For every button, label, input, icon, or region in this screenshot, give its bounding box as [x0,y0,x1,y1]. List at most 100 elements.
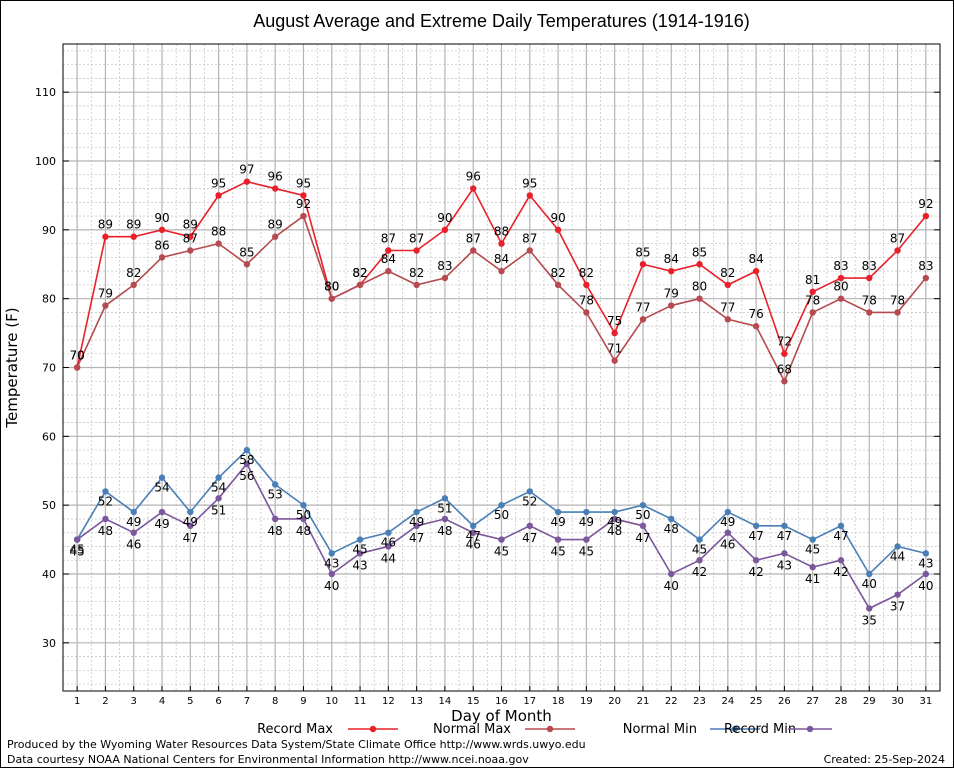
x-tick-label: 20 [608,696,621,707]
data-label: 83 [833,259,848,273]
data-point-normal-max [215,240,222,247]
data-point-normal-min [583,508,590,516]
data-label: 47 [183,531,198,545]
x-tick-label: 12 [382,696,395,707]
data-point-normal-min [243,446,251,454]
data-label: 96 [268,170,283,184]
data-label: 79 [98,287,113,301]
data-point-record-min [922,570,930,578]
data-label: 82 [352,266,367,280]
x-tick-label: 6 [215,696,221,707]
data-label: 51 [211,503,226,517]
data-point-record-min [639,522,647,530]
data-point-normal-max [611,357,618,364]
y-axis: 30 40 50 60 70 80 90 100 110 [35,86,940,650]
data-label: 43 [352,558,367,572]
data-label: 35 [862,613,877,627]
data-point-normal-max [922,274,930,282]
x-tick-label: 24 [721,696,734,707]
data-label: 75 [607,314,622,328]
data-label: 80 [833,280,848,294]
x-tick-label: 21 [637,696,650,707]
data-point-record-max [300,192,307,199]
data-label: 77 [635,300,650,314]
data-label: 97 [239,163,254,177]
data-label: 79 [664,287,679,301]
data-label: 78 [805,293,820,307]
data-labels-record-min: 45 48 46 49 47 51 56 48 48 40 43 44 47 48 46 45 47 45 45 48… [70,469,934,628]
x-tick-label: 29 [863,696,876,707]
data-label: 82 [352,266,367,280]
data-point-normal-min [187,508,194,516]
data-point-record-max [215,192,222,199]
data-label: 89 [183,218,198,232]
data-label: 48 [268,524,283,538]
data-label: 49 [579,515,594,529]
data-label: 50 [494,508,509,522]
series-normal-min [73,446,930,578]
data-point-normal-max [271,233,279,240]
data-point-normal-max [809,309,816,316]
data-label: 70 [70,349,85,363]
data-point-normal-max [639,316,647,323]
data-point-normal-max [526,247,533,254]
y-tick-label: 70 [42,362,56,375]
data-point-record-max [583,281,590,289]
data-point-normal-max [668,302,675,309]
data-label: 87 [890,231,905,245]
data-point-record-min [526,522,533,530]
data-point-record-max [866,274,873,282]
legend-label: Record Min [724,722,796,737]
data-point-record-min [356,550,364,557]
data-label: 56 [239,469,254,483]
data-point-normal-max [696,295,703,302]
data-label: 49 [126,515,141,529]
data-point-record-max [837,274,845,282]
x-tick-label: 26 [778,696,791,707]
data-point-normal-min [102,488,109,495]
data-label: 49 [154,517,169,531]
data-point-record-min [130,529,137,536]
x-tick-label: 3 [131,696,137,707]
data-label: 83 [918,259,933,273]
data-point-normal-min [215,474,222,481]
data-point-record-max [668,267,675,275]
y-tick-label: 80 [42,293,56,306]
x-tick-label: 30 [891,696,904,707]
data-point-normal-min [441,495,449,502]
data-point-normal-max [498,267,505,275]
data-label: 47 [833,529,848,543]
data-point-normal-min [158,474,166,481]
data-label: 47 [777,529,792,543]
x-tick-label: 18 [552,696,565,707]
data-point-normal-min [922,550,930,557]
data-label: 84 [748,252,763,266]
data-point-record-min [498,536,505,543]
data-point-normal-min [385,529,392,536]
data-point-record-min [243,460,251,468]
legend-label: Record Max [257,722,333,737]
x-tick-label: 27 [806,696,819,707]
data-labels-normal-max: 70 79 82 86 87 88 85 89 92 80 82 84 82 83 87 84 87 82 78 71… [70,197,934,376]
data-label: 45 [579,545,594,559]
data-label: 40 [324,579,339,593]
data-label: 78 [579,293,594,307]
data-label: 83 [437,259,452,273]
data-point-record-min [385,543,392,550]
data-label: 40 [918,579,933,593]
data-point-normal-min [809,536,816,543]
data-label: 80 [324,280,339,294]
data-point-normal-max [413,281,420,289]
data-point-record-max [611,329,618,337]
data-label: 46 [126,538,141,552]
y-tick-label: 40 [42,568,56,581]
data-label: 82 [579,266,594,280]
data-point-normal-max [130,281,137,289]
data-point-record-min [611,515,618,523]
legend-swatch-marker [546,725,554,733]
data-label: 90 [550,211,565,225]
data-point-normal-max [583,309,590,316]
data-point-record-max [130,233,137,240]
x-tick-label: 13 [410,696,423,707]
